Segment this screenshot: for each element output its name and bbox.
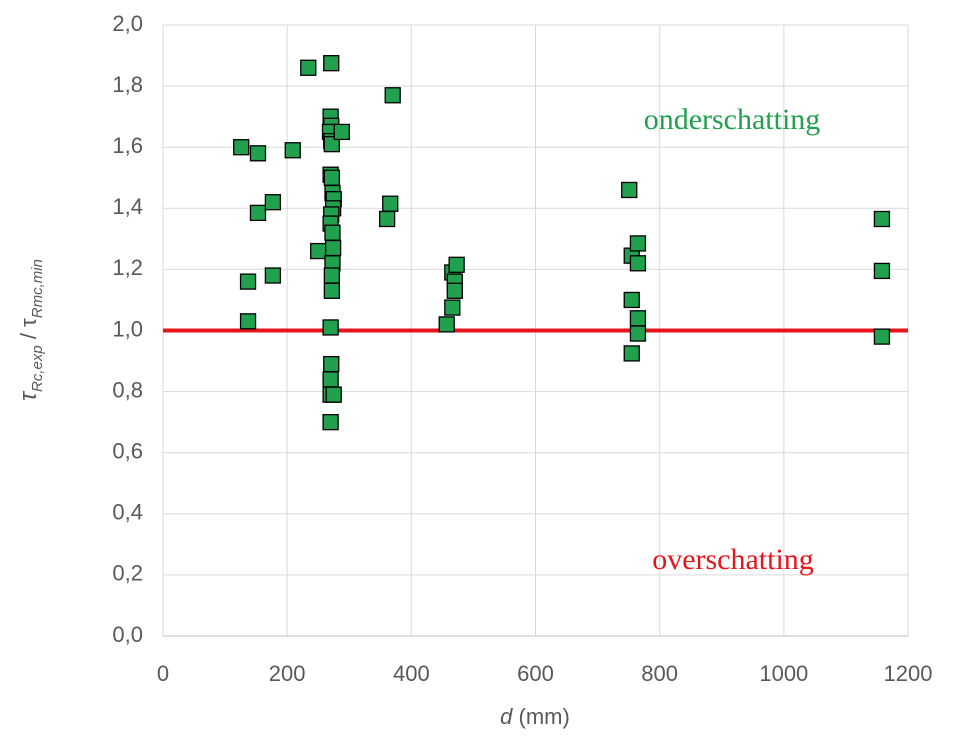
data-point (382, 195, 399, 212)
data-point (323, 169, 341, 186)
data-point (323, 55, 340, 72)
y-tick-label: 0,2 (112, 561, 143, 586)
data-point (629, 325, 647, 342)
y-tick-label: 1,6 (112, 133, 143, 158)
data-point (239, 313, 257, 330)
data-point (249, 204, 267, 222)
data-point (448, 256, 465, 273)
data-point (322, 319, 339, 336)
data-point (438, 316, 455, 333)
y-axis-label-part: Rmc,min (29, 259, 46, 318)
x-tick-label: 1000 (759, 661, 808, 686)
data-point (873, 210, 891, 228)
data-point (323, 267, 341, 284)
y-axis-label-part: / τ (16, 318, 41, 345)
data-point (324, 224, 341, 241)
data-point (324, 239, 342, 257)
data-point (446, 282, 463, 299)
data-point (621, 181, 638, 199)
data-point (249, 145, 267, 162)
x-axis-label-part: d (500, 704, 513, 729)
data-point (873, 328, 891, 345)
data-point (629, 255, 647, 272)
data-point (623, 345, 640, 362)
data-point (323, 355, 340, 373)
annotation: onderschatting (644, 103, 821, 136)
x-axis-label-part: (mm) (512, 704, 569, 729)
y-axis-label-part: Rc,exp (29, 345, 46, 392)
data-point (300, 59, 317, 76)
data-point (239, 273, 257, 290)
y-tick-label: 0,8 (112, 377, 143, 402)
data-point (233, 139, 250, 156)
data-point (384, 87, 401, 104)
data-point (623, 291, 640, 309)
data-point (264, 267, 282, 284)
y-tick-label: 0,4 (112, 500, 143, 525)
x-tick-label: 1200 (884, 661, 933, 686)
data-point (322, 371, 339, 388)
y-tick-label: 1,8 (112, 72, 143, 97)
data-point (264, 194, 282, 211)
y-axis-label-part: τ (15, 390, 42, 401)
y-tick-label: 0,0 (112, 622, 143, 647)
data-point (629, 310, 647, 327)
y-tick-label: 1,0 (112, 316, 143, 341)
data-point (323, 135, 341, 153)
x-tick-label: 800 (641, 661, 678, 686)
data-point (323, 282, 341, 299)
x-tick-label: 0 (157, 661, 169, 686)
y-tick-label: 1,2 (112, 255, 143, 280)
data-point (284, 142, 301, 159)
x-tick-label: 200 (269, 661, 306, 686)
y-tick-label: 0,6 (112, 439, 143, 464)
data-point (325, 386, 342, 403)
y-axis-label: τRc,exp / τRmc,min (15, 259, 46, 401)
x-tick-label: 600 (517, 661, 554, 686)
data-point (378, 210, 396, 228)
annotation: overschatting (652, 543, 814, 576)
y-tick-label: 2,0 (112, 11, 143, 36)
data-point (322, 413, 339, 431)
x-axis-label: d (mm) (500, 704, 570, 729)
data-point (444, 299, 461, 316)
data-point (333, 123, 350, 141)
data-point (873, 262, 891, 280)
data-point (310, 242, 327, 260)
x-tick-label: 400 (393, 661, 430, 686)
data-point (629, 235, 647, 252)
y-tick-label: 1,4 (112, 194, 143, 219)
